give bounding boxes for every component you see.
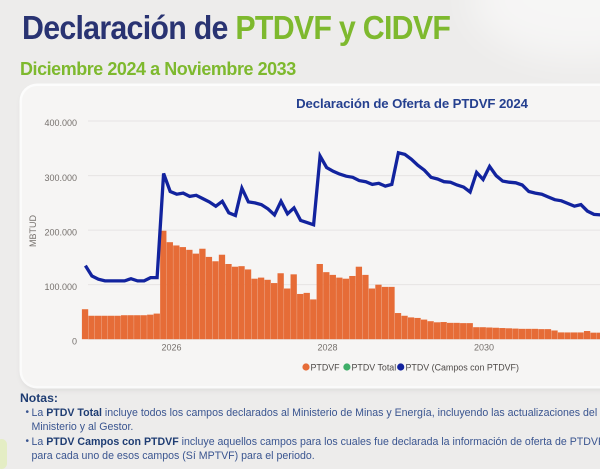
svg-text:2028: 2028 — [317, 343, 337, 353]
svg-text:100.000: 100.000 — [44, 282, 77, 292]
svg-text:PTDVF: PTDVF — [311, 363, 341, 373]
svg-text:300.000: 300.000 — [44, 173, 77, 183]
svg-text:Declaración de Oferta de PTDVF: Declaración de Oferta de PTDVF 2024 — [296, 96, 529, 111]
svg-text:PTDV (Campos con PTDVF): PTDV (Campos con PTDVF) — [406, 363, 519, 373]
svg-text:400.000: 400.000 — [44, 118, 77, 128]
svg-text:200.000: 200.000 — [44, 227, 77, 237]
svg-text:PTDV Total: PTDV Total — [352, 363, 397, 373]
svg-text:MBTUD: MBTUD — [28, 215, 38, 247]
svg-text:0: 0 — [72, 336, 77, 346]
svg-text:2030: 2030 — [474, 343, 494, 353]
svg-text:2026: 2026 — [161, 343, 181, 353]
